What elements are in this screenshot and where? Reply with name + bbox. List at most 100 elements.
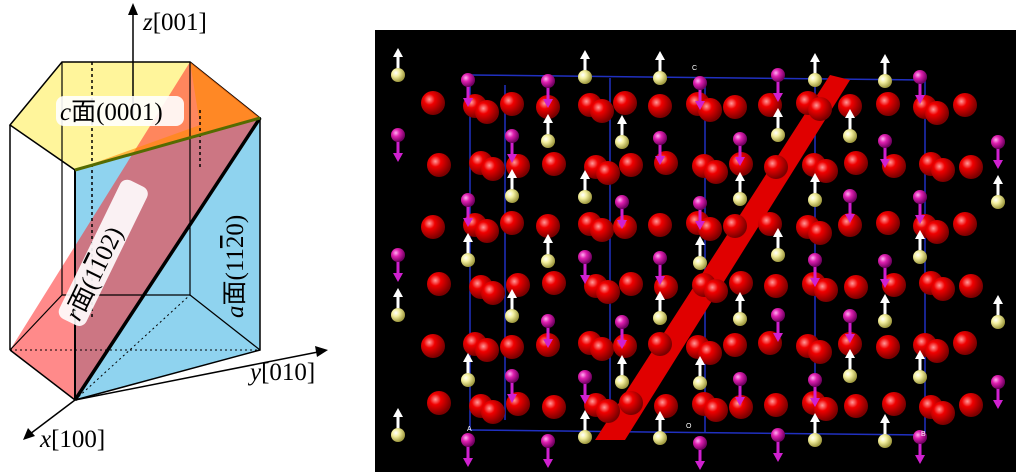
oxygen-atom bbox=[427, 153, 451, 177]
cation-up bbox=[991, 315, 1005, 329]
oxygen-atom bbox=[500, 211, 524, 235]
oxygen-atom bbox=[953, 212, 977, 236]
cation-down bbox=[505, 129, 519, 143]
cation-down bbox=[578, 250, 592, 264]
cation-down bbox=[733, 132, 747, 146]
cation-down bbox=[615, 315, 629, 329]
cation-down bbox=[541, 74, 555, 88]
oxygen-atom bbox=[427, 272, 451, 296]
cation-up bbox=[391, 68, 405, 82]
cation-up bbox=[843, 129, 857, 143]
cation-up bbox=[615, 375, 629, 389]
oxygen-atom bbox=[723, 95, 747, 119]
cation-up bbox=[733, 312, 747, 326]
oxygen-atom bbox=[475, 338, 499, 362]
oxygen-atom bbox=[882, 392, 906, 416]
cation-down bbox=[733, 372, 747, 386]
cation-up bbox=[541, 134, 555, 148]
cation-up bbox=[808, 433, 822, 447]
cation-down bbox=[808, 253, 822, 267]
oxygen-atom bbox=[698, 217, 722, 241]
y-axis-label: y[010] bbox=[247, 359, 315, 386]
oxygen-atom bbox=[704, 279, 728, 303]
cation-up bbox=[461, 373, 475, 387]
cation-down bbox=[615, 195, 629, 209]
oxygen-atom bbox=[764, 274, 788, 298]
cation-down bbox=[505, 369, 519, 383]
oxygen-atom bbox=[959, 393, 983, 417]
cation-up bbox=[653, 71, 667, 85]
cation-up bbox=[615, 135, 629, 149]
oxygen-atom bbox=[481, 400, 505, 424]
cation-down bbox=[653, 131, 667, 145]
cation-down bbox=[391, 248, 405, 262]
oxygen-atom bbox=[421, 334, 445, 358]
cation-up bbox=[771, 128, 785, 142]
cation-down bbox=[771, 428, 785, 442]
cation-up bbox=[771, 248, 785, 262]
oxygen-atom bbox=[421, 215, 445, 239]
crystal-structure: CAOB bbox=[375, 30, 1016, 472]
oxygen-atom bbox=[481, 157, 505, 181]
cation-down bbox=[693, 196, 707, 210]
oxygen-atom bbox=[421, 91, 445, 115]
oxygen-atom bbox=[500, 335, 524, 359]
cation-down bbox=[771, 308, 785, 322]
cation-down bbox=[991, 135, 1005, 149]
cation-up bbox=[808, 193, 822, 207]
oxygen-atom bbox=[590, 218, 614, 242]
oxygen-atom bbox=[876, 211, 900, 235]
oxygen-atom bbox=[619, 391, 643, 415]
oxygen-atom bbox=[542, 395, 566, 419]
oxygen-atom bbox=[959, 155, 983, 179]
oxygen-atom bbox=[654, 394, 678, 418]
oxygen-atom bbox=[925, 220, 949, 244]
cation-down bbox=[541, 434, 555, 448]
c-plane-label: c面(0001) bbox=[60, 99, 163, 126]
cation-up bbox=[505, 189, 519, 203]
oxygen-atom bbox=[925, 101, 949, 125]
oxygen-atom bbox=[764, 393, 788, 417]
oxygen-atom bbox=[596, 399, 620, 423]
cation-up bbox=[578, 430, 592, 444]
cation-up bbox=[991, 195, 1005, 209]
cation-up bbox=[391, 308, 405, 322]
oxygen-atom bbox=[925, 339, 949, 363]
oxygen-atom bbox=[648, 94, 672, 118]
prism-diagram: z[001] y[010] x[100] c面(0001) r面(1102) a… bbox=[10, 3, 328, 453]
oxygen-atom bbox=[590, 337, 614, 361]
oxygen-atom bbox=[613, 215, 637, 239]
cell-label: C bbox=[692, 65, 697, 72]
cation-down bbox=[843, 189, 857, 203]
cation-down bbox=[843, 309, 857, 323]
oxygen-atom bbox=[729, 271, 753, 295]
oxygen-atom bbox=[764, 155, 788, 179]
oxygen-atom bbox=[542, 152, 566, 176]
oxygen-atom bbox=[953, 331, 977, 355]
oxygen-atom bbox=[648, 213, 672, 237]
cation-down bbox=[991, 375, 1005, 389]
cation-down bbox=[391, 128, 405, 142]
a-plane-label: a面(1120) bbox=[222, 215, 249, 318]
cation-down bbox=[461, 193, 475, 207]
oxygen-atom bbox=[542, 271, 566, 295]
cation-down bbox=[913, 70, 927, 84]
figure: z[001] y[010] x[100] c面(0001) r面(1102) a… bbox=[0, 0, 1016, 472]
cation-up bbox=[693, 256, 707, 270]
oxygen-atom bbox=[596, 161, 620, 185]
oxygen-atom bbox=[654, 151, 678, 175]
oxygen-atom bbox=[619, 153, 643, 177]
oxygen-atom bbox=[648, 332, 672, 356]
oxygen-atom bbox=[619, 272, 643, 296]
cell-label: O bbox=[686, 423, 692, 430]
oxygen-atom bbox=[844, 394, 868, 418]
cation-up bbox=[733, 192, 747, 206]
cation-down bbox=[653, 251, 667, 265]
cation-up bbox=[541, 254, 555, 268]
oxygen-atom bbox=[844, 275, 868, 299]
oxygen-atom bbox=[590, 99, 614, 123]
cell-label: B bbox=[921, 431, 926, 438]
cation-down bbox=[693, 76, 707, 90]
cation-up bbox=[578, 190, 592, 204]
oxygen-atom bbox=[613, 334, 637, 358]
